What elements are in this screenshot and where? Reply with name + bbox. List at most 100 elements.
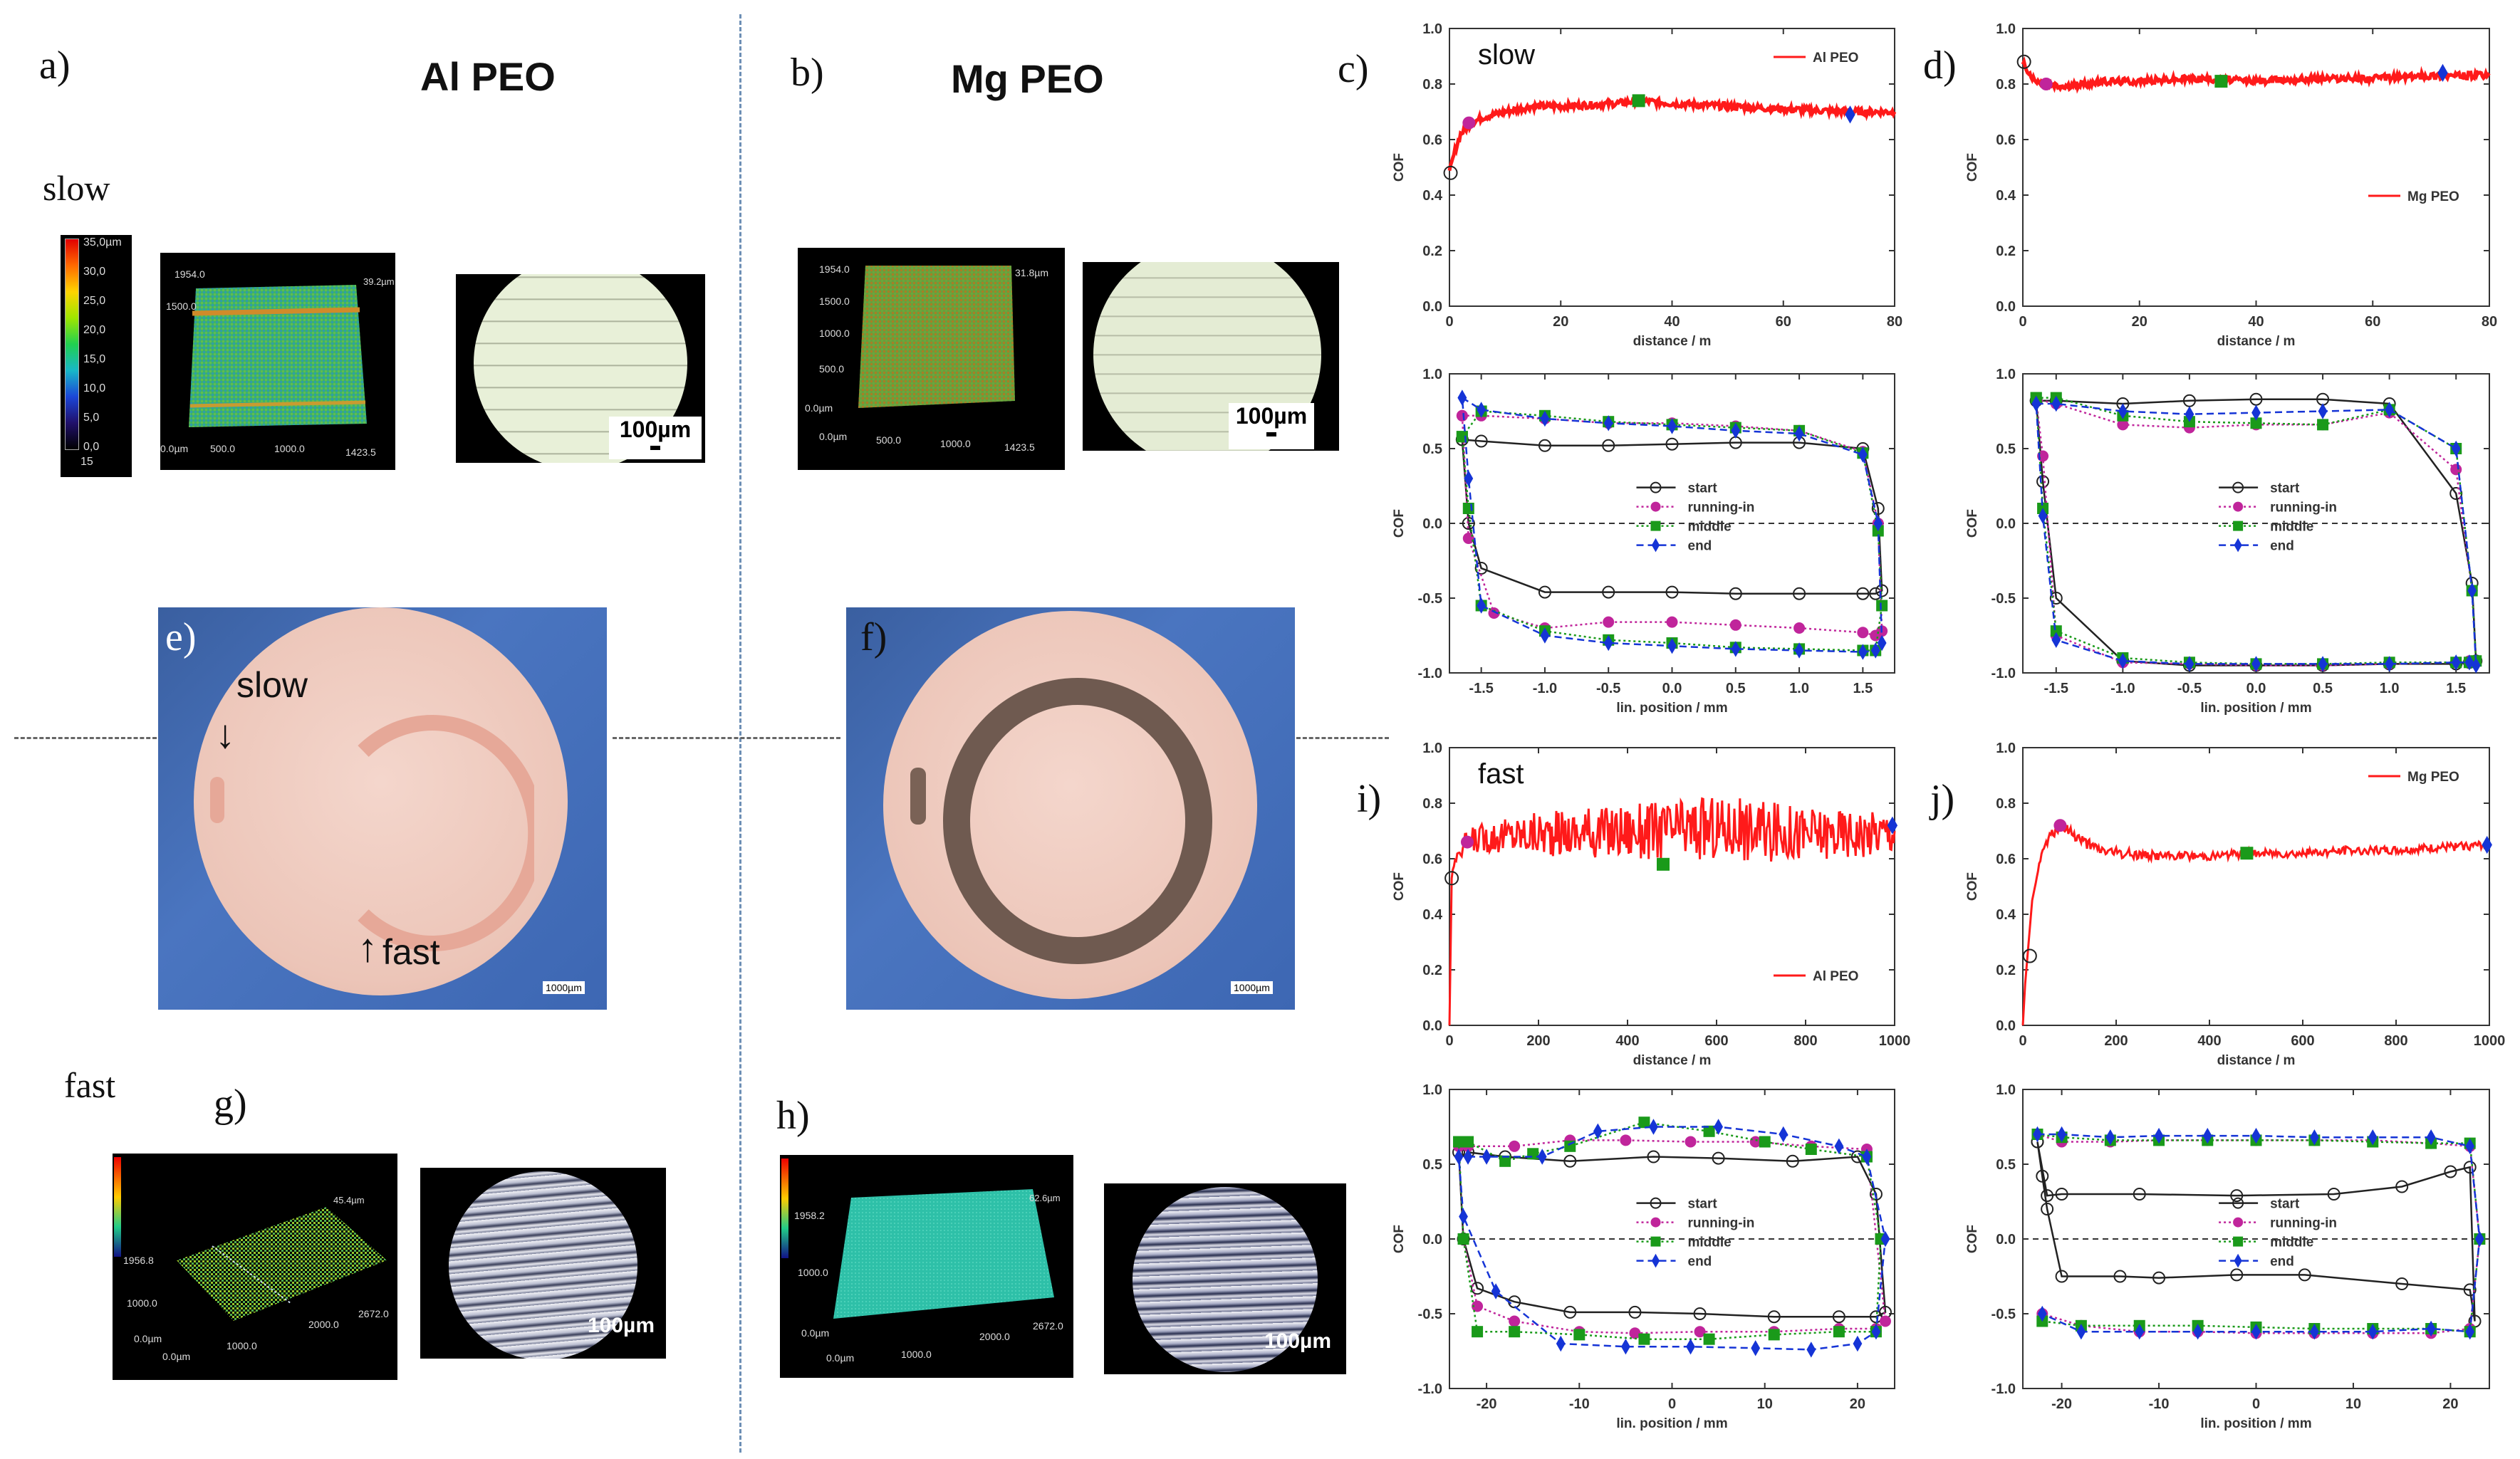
- legend-label: end: [1688, 539, 1712, 554]
- marker-end: [1649, 1119, 1658, 1135]
- profile-surface: [833, 1189, 1054, 1319]
- marker-start: [1665, 437, 1679, 451]
- y-tick-label: 0.0: [1422, 1232, 1442, 1248]
- speed-label-slow: slow: [43, 168, 110, 208]
- marker-middle: [1638, 1117, 1650, 1129]
- micrograph-g-view: [449, 1171, 637, 1359]
- y-axis-label: COF: [1965, 872, 1980, 901]
- marker-middle: [1650, 1236, 1661, 1247]
- profile-g-x0: 0.0µm: [162, 1351, 190, 1362]
- scale-bar-e: 1000µm: [543, 981, 585, 994]
- marker-running-in: [1472, 1300, 1484, 1312]
- marker-end: [2467, 582, 2477, 599]
- x-tick-label: -10: [2149, 1396, 2170, 1412]
- marker-start: [1767, 1310, 1781, 1324]
- marker-start: [2327, 1188, 2341, 1201]
- marker-start: [1538, 439, 1551, 452]
- marker-start: [1462, 517, 1475, 530]
- marker-running-in: [1461, 835, 1474, 849]
- marker-running-in: [2053, 819, 2067, 832]
- legend-label: end: [2270, 539, 2294, 554]
- height-colorbar: 35,0µm 30,0 25,0 20,0 15,0 10,0 5,0 0,0 15: [61, 235, 132, 477]
- marker-running-in: [1603, 616, 1615, 628]
- marker-running-in: [1793, 622, 1806, 634]
- y-tick-label: 0.2: [1422, 963, 1442, 978]
- profile-b-zmax: 31.8µm: [1015, 267, 1048, 278]
- marker-start: [1869, 1188, 1883, 1201]
- marker-start: [2395, 1277, 2409, 1290]
- profile-a-x2: 1000.0: [274, 443, 305, 454]
- marker-middle: [1703, 1333, 1715, 1345]
- wear-spot-slow: [210, 777, 224, 823]
- cycle-line-start: [2035, 398, 2477, 666]
- marker-end: [1862, 1149, 1872, 1165]
- surface-profile-g-svg: 1956.8 1000.0 45.4µm 0.0µm 0.0µm 1000.0 …: [114, 1157, 389, 1362]
- marker-end: [1537, 1149, 1547, 1165]
- chart-d: 0.0 0.2 0.4 0.6 0.8 1.0 0 20 40 60 80 distance / m C…: [1965, 21, 2497, 349]
- marker-running-in: [1685, 1136, 1697, 1148]
- profile-colorbar: [781, 1159, 788, 1258]
- legend-label: middle: [2270, 520, 2313, 535]
- cof-series-line: [2021, 56, 2491, 94]
- marker-middle: [1876, 600, 1888, 612]
- profile-g-x1: 1000.0: [227, 1340, 257, 1351]
- marker-middle: [1472, 1326, 1484, 1338]
- marker-middle: [1768, 1329, 1780, 1341]
- photo-label-fast: fast: [382, 932, 440, 972]
- marker-start: [2133, 1188, 2146, 1201]
- y-tick-label: 0.0: [1996, 1018, 2016, 1034]
- marker-end: [2135, 1324, 2145, 1340]
- marker-running-in: [1456, 409, 1468, 422]
- marker-end: [1556, 1335, 1566, 1352]
- panel-label-g: g): [214, 1082, 247, 1126]
- plot-frame: [2022, 28, 2490, 307]
- y-tick-label: 0.2: [1422, 244, 1442, 259]
- chart-title: slow: [1478, 39, 1535, 70]
- y-tick-label: 0.5: [1996, 441, 2016, 457]
- x-tick-label: 0.5: [2313, 681, 2333, 696]
- marker-start: [1786, 1154, 1799, 1168]
- marker-end: [1651, 1253, 1660, 1268]
- scale-bar-f: 1000µm: [1231, 981, 1273, 994]
- profile-b-x0: 0.0µm: [819, 431, 847, 442]
- x-tick-label: -20: [1477, 1396, 1497, 1412]
- colorbar-gradient: [65, 239, 79, 450]
- y-axis-label: COF: [1965, 1225, 1980, 1253]
- marker-end: [2309, 1129, 2319, 1146]
- marker-middle: [1462, 1136, 1474, 1148]
- x-tick-label: 80: [2482, 314, 2497, 330]
- marker-end: [1714, 1119, 1724, 1135]
- colorbar-tick: 20,0: [83, 324, 106, 336]
- x-tick-label: 1.5: [2446, 681, 2466, 696]
- y-tick-label: 0.0: [1422, 516, 1442, 532]
- x-tick-label: -1.0: [2110, 681, 2135, 696]
- marker-end: [1751, 1340, 1761, 1356]
- marker-start: [1693, 1307, 1707, 1320]
- cycle-line-running-in: [2037, 1133, 2481, 1334]
- profile-g-y-top: 1956.8: [123, 1255, 154, 1266]
- profile-g-x3: 2672.0: [358, 1308, 389, 1319]
- marker-end: [1667, 638, 1677, 654]
- marker-end: [2251, 1127, 2261, 1144]
- y-tick-label: 1.0: [1996, 367, 2016, 382]
- scale-bar: 100µm: [609, 417, 702, 459]
- x-axis-label: lin. position / mm: [2200, 1416, 2311, 1431]
- marker-end: [1779, 1126, 1789, 1143]
- horizontal-separator-mid: [613, 737, 840, 739]
- marker-middle: [1462, 503, 1474, 514]
- marker-start: [1856, 587, 1870, 600]
- profile-a-y-top: 1954.0: [175, 268, 205, 280]
- legend-label: start: [2270, 1197, 2300, 1212]
- marker-start: [1471, 1282, 1484, 1295]
- photo-e: e) slow ↓ ↑ fast 1000µm: [158, 607, 607, 1010]
- marker-start: [2036, 1169, 2049, 1183]
- colorbar-tick: 0,0: [83, 441, 100, 453]
- chart-j2: -1.0 -0.5 0.0 0.5 1.0 -20 -10 0 10 20 lin. positio…: [1965, 1082, 2490, 1431]
- marker-end: [1834, 1138, 1844, 1154]
- marker-start: [2016, 54, 2031, 69]
- cycle-line-end: [1457, 1126, 1887, 1351]
- y-tick-label: -0.5: [1418, 591, 1442, 607]
- marker-middle: [2317, 419, 2329, 431]
- marker-end: [2118, 403, 2128, 419]
- panel-label-j: j): [1930, 777, 1955, 821]
